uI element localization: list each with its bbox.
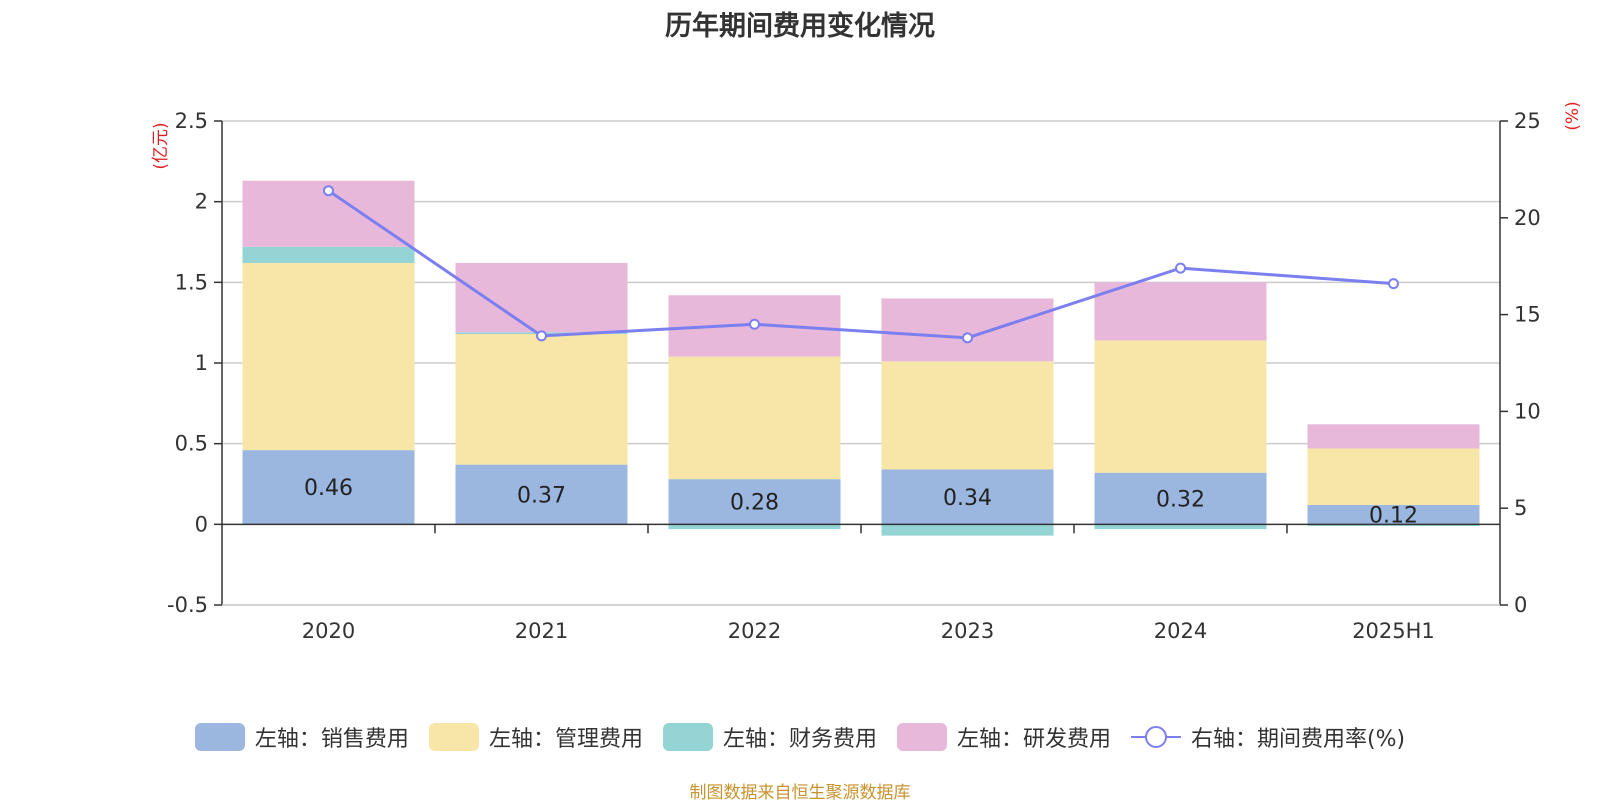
legend-label: 右轴：期间费用率(%) (1190, 727, 1406, 752)
rate-point (536, 330, 547, 342)
legend-item[interactable]: 左轴：销售费用 (194, 721, 409, 753)
bar-data-label: 0.37 (517, 483, 566, 508)
left-axis-tick-label: 2 (195, 190, 208, 214)
right-axis-tick-label: 10 (1514, 399, 1541, 423)
bar-segment (1094, 524, 1267, 530)
bar-segment (1307, 524, 1480, 526)
right-axis-tick-label: 15 (1514, 303, 1541, 327)
bar-segment (1307, 504, 1480, 525)
bar-data-label: 0.12 (1369, 503, 1418, 528)
bar-segment (881, 361, 1054, 470)
legend-circle (1144, 726, 1167, 748)
bar-segment (1307, 424, 1480, 449)
legend-item[interactable]: 右轴：期间费用率(%) (1130, 721, 1406, 753)
rate-point (749, 318, 760, 330)
source-note: 制图数据来自恒生聚源数据库 (689, 783, 911, 803)
bar-segment (668, 479, 841, 525)
right-axis-unit: (%) (1563, 101, 1583, 130)
legend-swatch (896, 723, 947, 751)
chart-plot: -0.5 0 0.5 1 1.5 2 2.5(亿元) 0 5 10 15 20 25 (%) 2020 202… (151, 101, 1583, 643)
right-axis-tick-label: 25 (1514, 109, 1541, 133)
left-axis-tick-label: 0 (195, 512, 208, 536)
left-axis-tick-label: 0.5 (175, 432, 208, 456)
category-label: 2025H1 (1352, 619, 1435, 643)
left-axis-tick-label: -0.5 (167, 593, 208, 617)
bar-segment (1307, 448, 1480, 505)
bar-segment (455, 262, 628, 333)
rate-point (323, 185, 334, 197)
right-axis-tick-label: 0 (1514, 593, 1527, 617)
bar-segment (668, 356, 841, 480)
legend-swatch (428, 723, 479, 751)
legend-swatch (194, 723, 245, 751)
bar-segment (242, 262, 415, 451)
category-label: 2021 (515, 619, 568, 643)
legend-swatch (662, 723, 713, 751)
bar-data-label: 0.46 (304, 476, 353, 501)
bar-segment (881, 469, 1054, 525)
rate-point (1175, 262, 1186, 274)
category-label: 2024 (1154, 619, 1207, 643)
chart-legend: 左轴：销售费用 左轴：管理费用 左轴：财务费用 左轴：研发费用 右轴：期间费用率(%) (0, 720, 1600, 754)
bar-segment (1094, 340, 1267, 473)
bar-data-label: 0.34 (943, 486, 992, 511)
bar-data-label: 0.28 (730, 491, 779, 516)
legend-label: 左轴：管理费用 (488, 727, 643, 752)
rate-point (1388, 278, 1399, 290)
bar-segment (242, 450, 415, 525)
right-axis-tick-label: 5 (1514, 496, 1527, 520)
chart-title: 历年期间费用变化情况 (665, 11, 935, 42)
right-axis-tick-label: 20 (1514, 206, 1541, 230)
bar-segment (668, 524, 841, 530)
category-label: 2020 (302, 619, 355, 643)
bar-segment (242, 246, 415, 263)
bar-data-label: 0.32 (1156, 488, 1205, 513)
bar-segment (881, 524, 1054, 536)
left-axis-unit: (亿元) (151, 122, 171, 169)
rate-line (327, 189, 1394, 340)
bar-segment (1094, 472, 1267, 525)
legend-line-marker (1130, 726, 1181, 748)
left-axis-tick-label: 2.5 (175, 109, 208, 133)
legend-item[interactable]: 左轴：财务费用 (662, 721, 877, 753)
bar-segment (881, 298, 1054, 362)
legend-label: 左轴：财务费用 (722, 727, 877, 752)
category-label: 2023 (941, 619, 994, 643)
bar-segment (455, 333, 628, 465)
bar-segment (455, 464, 628, 525)
left-axis-tick-label: 1.5 (175, 270, 208, 294)
legend-item[interactable]: 左轴：管理费用 (428, 721, 643, 753)
legend-item[interactable]: 左轴：研发费用 (896, 721, 1111, 753)
category-label: 2022 (728, 619, 781, 643)
legend-label: 左轴：销售费用 (254, 727, 409, 752)
bar-segment (1094, 282, 1267, 341)
rate-point (962, 332, 973, 344)
left-axis-tick-label: 1 (195, 351, 208, 375)
legend-label: 左轴：研发费用 (956, 727, 1111, 752)
